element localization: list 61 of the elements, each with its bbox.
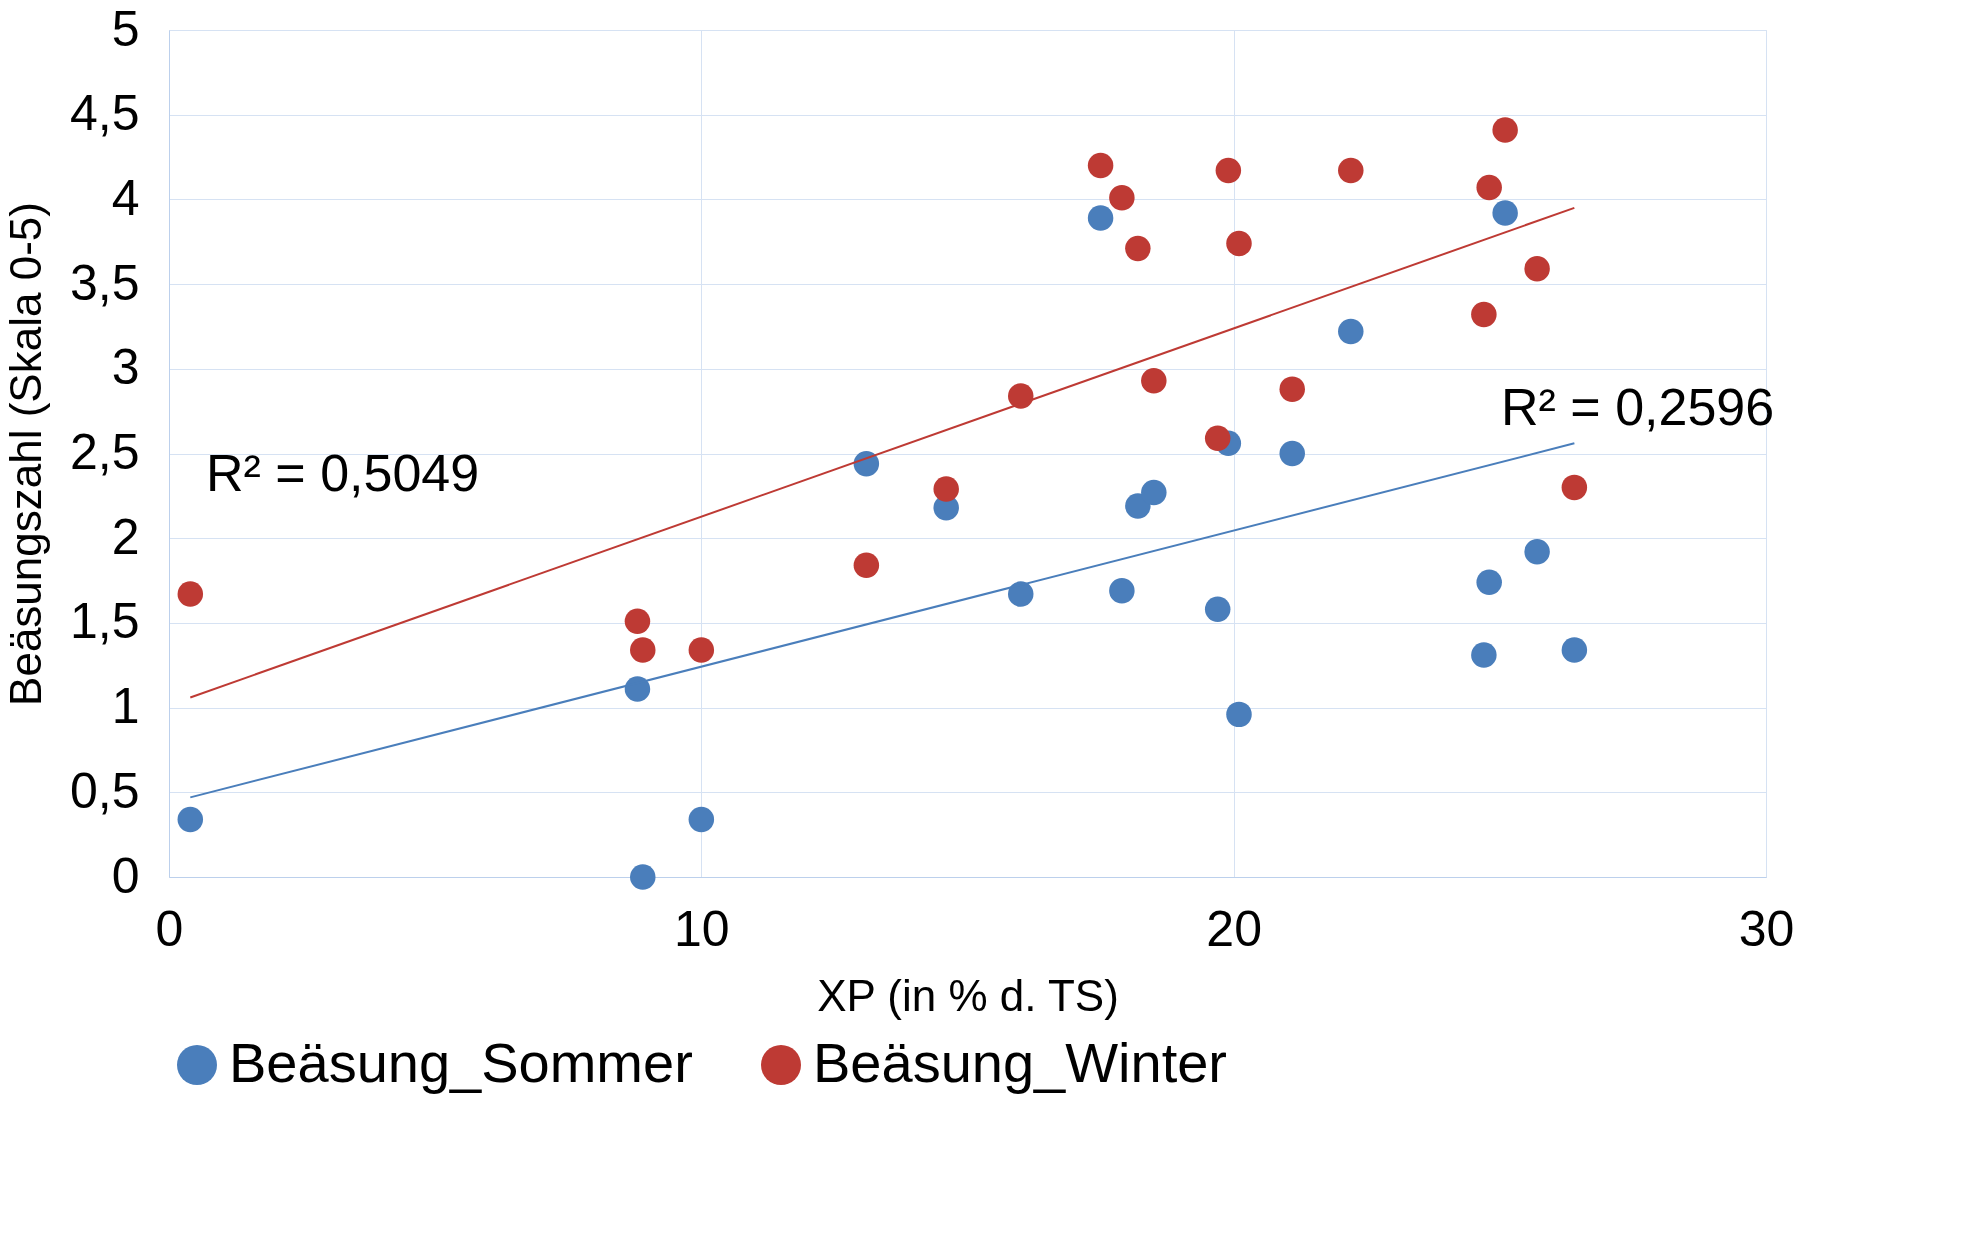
point bbox=[624, 608, 651, 634]
point bbox=[853, 450, 880, 477]
point bbox=[1524, 539, 1550, 565]
y-tick-label: 1 bbox=[111, 678, 140, 735]
point bbox=[1279, 440, 1305, 467]
x-tick-label: 30 bbox=[1738, 900, 1795, 957]
annotation: R² = 0,2596 bbox=[1501, 378, 1775, 436]
point bbox=[1561, 637, 1588, 663]
point bbox=[933, 476, 959, 502]
point bbox=[688, 806, 715, 833]
x-tick-label: 10 bbox=[674, 900, 730, 957]
point bbox=[688, 637, 715, 663]
legend-label: Beäsung_Sommer bbox=[229, 1031, 693, 1094]
point bbox=[1141, 367, 1167, 394]
y-tick-label: 5 bbox=[111, 0, 140, 57]
point bbox=[1476, 174, 1502, 201]
x-tick-label: 20 bbox=[1206, 900, 1262, 957]
point bbox=[1109, 184, 1135, 211]
y-tick-label: 2 bbox=[111, 508, 140, 565]
point bbox=[1204, 425, 1231, 451]
point bbox=[1204, 596, 1231, 623]
y-tick-label: 1,5 bbox=[69, 593, 140, 650]
point bbox=[1125, 493, 1151, 519]
point bbox=[1007, 581, 1034, 607]
point bbox=[1215, 157, 1242, 184]
y-tick-label: 0 bbox=[111, 847, 140, 904]
point bbox=[1338, 157, 1364, 184]
point bbox=[630, 864, 656, 890]
point bbox=[1007, 383, 1034, 409]
point bbox=[1226, 230, 1252, 257]
point bbox=[1087, 205, 1114, 231]
point bbox=[1109, 577, 1135, 604]
point bbox=[1492, 200, 1518, 226]
legend-label: Beäsung_Winter bbox=[813, 1031, 1228, 1094]
point bbox=[1492, 117, 1518, 143]
y-tick-label: 2,5 bbox=[69, 424, 140, 480]
point bbox=[1561, 474, 1588, 501]
x-tick-label: 0 bbox=[155, 900, 184, 957]
y-tick-label: 4 bbox=[111, 169, 140, 226]
point bbox=[177, 581, 204, 607]
point bbox=[1338, 318, 1364, 345]
point bbox=[177, 806, 204, 833]
point bbox=[1471, 642, 1497, 668]
point bbox=[1087, 152, 1114, 179]
point bbox=[1524, 256, 1550, 282]
point bbox=[1125, 235, 1151, 262]
annotation: R² = 0,5049 bbox=[206, 444, 480, 502]
point bbox=[1471, 301, 1497, 328]
y-tick-label: 0,5 bbox=[69, 762, 140, 819]
point bbox=[1226, 701, 1252, 728]
y-axis-title: Beäsungszahl (Skala 0-5) bbox=[0, 202, 50, 706]
point bbox=[624, 676, 651, 702]
y-tick-label: 3,5 bbox=[69, 254, 140, 311]
point bbox=[1141, 479, 1167, 506]
y-tick-label: 3 bbox=[111, 339, 140, 396]
point bbox=[1279, 376, 1305, 402]
y-tick-label: 4,5 bbox=[69, 85, 140, 142]
point bbox=[1476, 569, 1502, 595]
x-axis-title: XP (in % d. TS) bbox=[817, 970, 1119, 1020]
point bbox=[630, 637, 656, 663]
point bbox=[853, 552, 880, 579]
